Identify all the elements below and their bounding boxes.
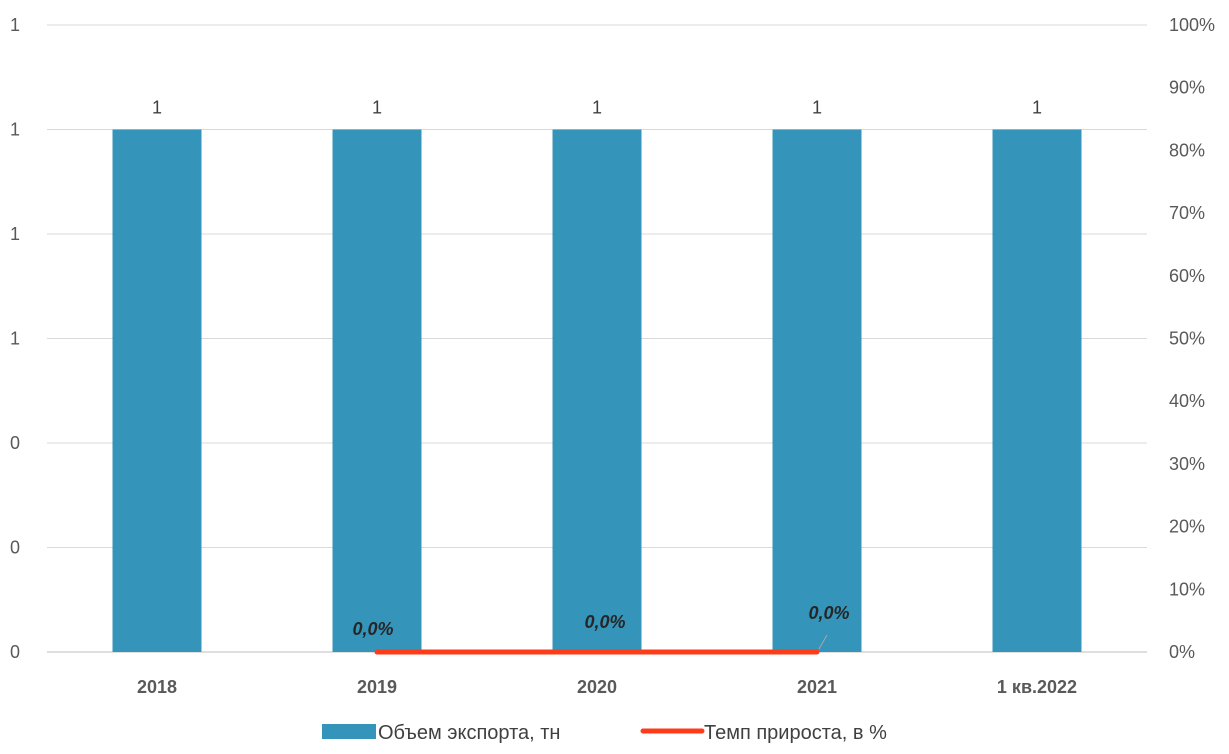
- right-axis-tick-label: 90%: [1169, 78, 1205, 98]
- left-axis-tick-label: 1: [10, 224, 20, 244]
- left-axis-tick-label: 0: [10, 538, 20, 558]
- legend-label-export-volume: Объем экспорта, тн: [378, 722, 560, 744]
- right-axis-tick-label: 30%: [1169, 454, 1205, 474]
- bar-data-label: 1: [372, 98, 382, 118]
- right-axis-tick-label: 20%: [1169, 517, 1205, 537]
- left-axis-tick-label: 1: [10, 120, 20, 140]
- bar: [772, 129, 862, 652]
- right-axis-tick-label: 40%: [1169, 391, 1205, 411]
- line-data-label: 0,0%: [808, 603, 849, 623]
- right-axis-tick-label: 80%: [1169, 140, 1205, 160]
- left-axis-tick-label: 1: [10, 329, 20, 349]
- x-axis-tick-label: 2018: [137, 677, 177, 697]
- x-axis-tick-label: 2020: [577, 677, 617, 697]
- legend-swatch-bar: [322, 724, 376, 739]
- legend-label-growth-rate: Темп прироста, в %: [704, 722, 887, 744]
- bar-series: [112, 129, 1082, 652]
- left-axis-tick-label: 0: [10, 642, 20, 662]
- right-axis-tick-label: 100%: [1169, 15, 1215, 35]
- right-axis-tick-label: 50%: [1169, 329, 1205, 349]
- legend: Объем экспорта, тн Темп прироста, в %: [322, 722, 887, 744]
- right-axis-tick-label: 60%: [1169, 266, 1205, 286]
- axes: 00011110%10%20%30%40%50%60%70%80%90%100%…: [10, 15, 1215, 697]
- bar-data-label: 1: [812, 98, 822, 118]
- left-axis-tick-label: 0: [10, 433, 20, 453]
- bar-data-label: 1: [1032, 98, 1042, 118]
- data-label-leader-line: [818, 634, 828, 650]
- bar: [112, 129, 202, 652]
- bar-data-label: 1: [152, 98, 162, 118]
- right-axis-tick-label: 0%: [1169, 642, 1195, 662]
- line-data-label: 0,0%: [352, 619, 393, 639]
- left-axis-tick-label: 1: [10, 15, 20, 35]
- x-axis-tick-label: 2019: [357, 677, 397, 697]
- x-axis-tick-label: 1 кв.2022: [997, 677, 1077, 697]
- right-axis-tick-label: 70%: [1169, 203, 1205, 223]
- data-labels: 1 1 1 1 1 0,0% 0,0% 0,0%: [152, 98, 1042, 650]
- line-data-label: 0,0%: [584, 612, 625, 632]
- bar: [552, 129, 642, 652]
- right-axis-tick-label: 10%: [1169, 579, 1205, 599]
- x-axis-tick-label: 2021: [797, 677, 837, 697]
- bar: [992, 129, 1082, 652]
- bar: [332, 129, 422, 652]
- bar-data-label: 1: [592, 98, 602, 118]
